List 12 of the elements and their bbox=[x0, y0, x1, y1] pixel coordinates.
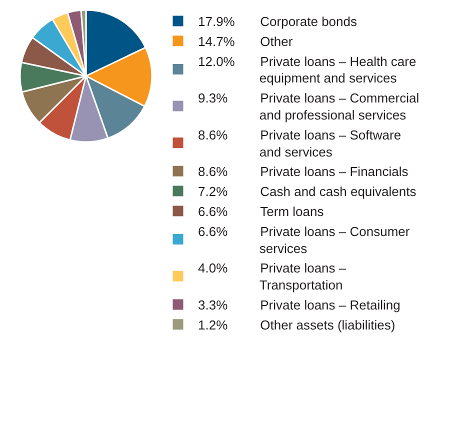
legend-label: 6.6% Private loans – Consumer services bbox=[198, 224, 410, 256]
legend-label: 6.6% Term loans bbox=[198, 204, 324, 220]
legend-label: 8.6% Private loans – Software and services bbox=[198, 127, 402, 160]
legend-label: 4.0% Private loans – Transportation bbox=[198, 260, 347, 293]
legend-label: 1.2% Other assets (liabilities) bbox=[198, 317, 396, 332]
legend-label: 14.7% Other bbox=[198, 34, 294, 49]
legend-label: 7.2% Cash and cash equivalents bbox=[198, 184, 417, 200]
legend-label: 3.3% Private loans – Retailing bbox=[198, 298, 400, 313]
legend-label: 17.9% Corporate bonds bbox=[198, 14, 358, 30]
legend-label: 12.0% Private loans – Health care equipment and services bbox=[198, 54, 416, 86]
legend-label: 8.6% Private loans – Financials bbox=[198, 164, 409, 180]
legend-label: 9.3% Private loans – Commercial and professional services bbox=[198, 90, 420, 123]
